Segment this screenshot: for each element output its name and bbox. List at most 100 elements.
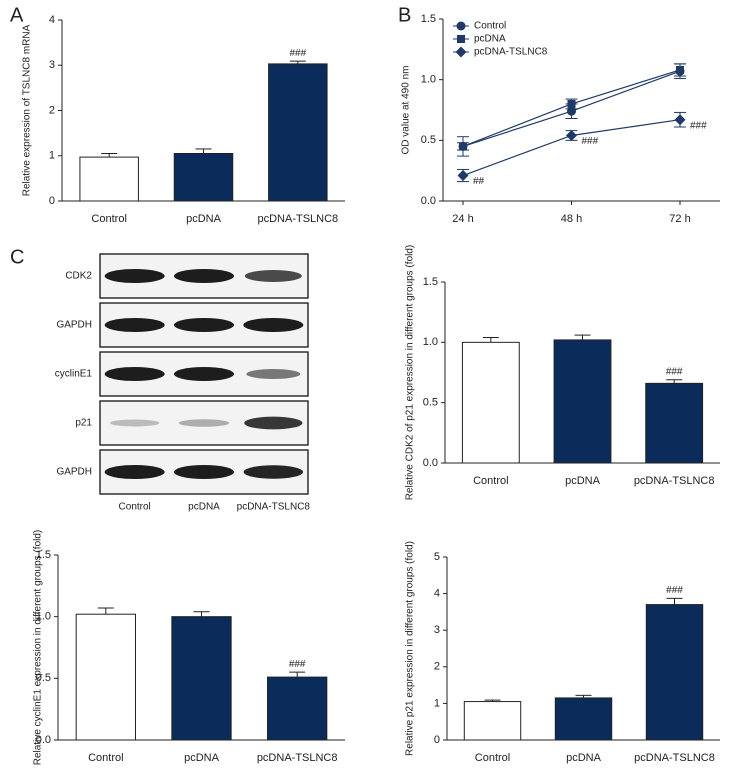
y-tick-label: 0.0: [36, 734, 51, 746]
bar: [461, 341, 520, 464]
legend-label: pcDNA: [474, 34, 506, 45]
marker: [567, 99, 576, 108]
y-tick-label: 3: [49, 59, 55, 71]
annotation: ###: [289, 659, 306, 670]
annotation: ###: [666, 585, 683, 596]
blot-band: [104, 269, 165, 283]
y-tick-label: 4: [49, 14, 55, 26]
blot-band: [244, 416, 303, 430]
x-tick-label: pcDNA-TSLNC8: [634, 475, 715, 487]
bar: [173, 152, 234, 202]
series-line: [462, 119, 681, 177]
y-tick-label: 1.0: [36, 611, 51, 623]
y-tick-label: 2: [434, 661, 440, 673]
y-tick-label: 0: [49, 195, 55, 207]
bar: [553, 339, 612, 464]
y-tick-label: 1: [434, 697, 440, 709]
y-tick-label: 0.0: [423, 457, 438, 469]
bar: [79, 156, 139, 202]
bar: [268, 63, 328, 202]
bar: [267, 676, 328, 741]
y-tick-label: 1.0: [423, 336, 438, 348]
marker: [566, 129, 577, 141]
blot-band: [174, 465, 234, 479]
y-axis-label: Relative cyclinE1 expression in differen…: [33, 530, 44, 766]
blot-row-label: GAPDH: [56, 320, 92, 331]
blot-band: [178, 419, 230, 427]
x-tick-label: Control: [119, 502, 151, 513]
y-axis-label: Relative p21 expression in different gro…: [405, 541, 416, 756]
y-tick-label: 4: [434, 588, 440, 600]
blot-band: [174, 318, 234, 332]
x-tick-label: Control: [473, 475, 508, 487]
blot-band: [104, 367, 165, 381]
x-tick-label: 72 h: [669, 213, 690, 225]
x-tick-label: 24 h: [452, 213, 473, 225]
y-tick-label: 0.5: [36, 672, 51, 684]
blot-row-label: p21: [75, 418, 92, 429]
bar: [645, 382, 704, 464]
blot-band: [174, 367, 234, 381]
x-tick-label: Control: [88, 752, 123, 764]
legend-label: pcDNA-TSLNC8: [474, 47, 548, 58]
x-tick-label: pcDNA: [188, 502, 220, 513]
y-tick-label: 1.0: [421, 74, 436, 86]
y-tick-label: 1: [49, 150, 55, 162]
blot-row-label: CDK2: [65, 271, 92, 282]
blot-band: [109, 419, 160, 427]
x-tick-label: pcDNA-TSLNC8: [634, 752, 715, 764]
legend-label: Control: [474, 21, 506, 32]
y-tick-label: 1.5: [36, 549, 51, 561]
bar: [463, 701, 522, 741]
y-axis-label: Relative CDK2 of p21 expression in diffe…: [405, 245, 416, 501]
y-tick-label: 1.5: [421, 13, 436, 25]
blot-row-label: cyclinE1: [55, 369, 93, 380]
marker: [459, 142, 467, 151]
y-tick-label: 3: [434, 624, 440, 636]
blot-band: [246, 369, 301, 379]
annotation: ###: [582, 136, 599, 147]
x-tick-label: 48 h: [561, 213, 582, 225]
bar: [645, 604, 704, 741]
y-tick-label: 0.0: [421, 195, 436, 207]
marker: [676, 65, 684, 74]
blot-row-label: GAPDH: [56, 467, 92, 478]
x-tick-label: pcDNA-TSLNC8: [257, 752, 338, 764]
x-tick-label: pcDNA-TSLNC8: [237, 502, 311, 513]
y-tick-label: 5: [434, 551, 440, 563]
x-tick-label: Control: [475, 752, 510, 764]
y-tick-label: 0: [434, 734, 440, 746]
y-tick-label: 2: [49, 104, 55, 116]
blot-band: [174, 269, 234, 283]
y-tick-label: 0.5: [421, 134, 436, 146]
blot-band: [243, 318, 304, 332]
panel-letter: A: [10, 4, 24, 26]
y-axis-label: OD value at 490 nm: [401, 66, 412, 155]
x-tick-label: pcDNA: [566, 752, 602, 764]
blot-band: [104, 465, 165, 479]
marker: [457, 170, 469, 182]
x-tick-label: Control: [91, 213, 126, 225]
y-tick-label: 0.5: [423, 397, 438, 409]
bar: [75, 613, 136, 741]
x-tick-label: pcDNA: [565, 475, 601, 487]
y-tick-label: 1.5: [423, 276, 438, 288]
blot-band: [243, 465, 304, 479]
annotation: ###: [289, 48, 306, 59]
marker: [674, 114, 686, 126]
x-tick-label: pcDNA-TSLNC8: [257, 213, 338, 225]
blot-band: [104, 318, 165, 332]
annotation: ###: [690, 120, 707, 131]
blot-band: [244, 270, 302, 282]
annotation: ##: [473, 176, 485, 187]
x-tick-label: pcDNA: [184, 752, 220, 764]
panel-letter: C: [10, 246, 24, 268]
y-axis-label: Relative expression of TSLNC8 mRNA: [22, 24, 33, 196]
bar: [554, 697, 613, 741]
annotation: ###: [666, 366, 683, 377]
bar: [171, 616, 232, 741]
panel-letter: B: [398, 4, 411, 26]
x-tick-label: pcDNA: [186, 213, 222, 225]
